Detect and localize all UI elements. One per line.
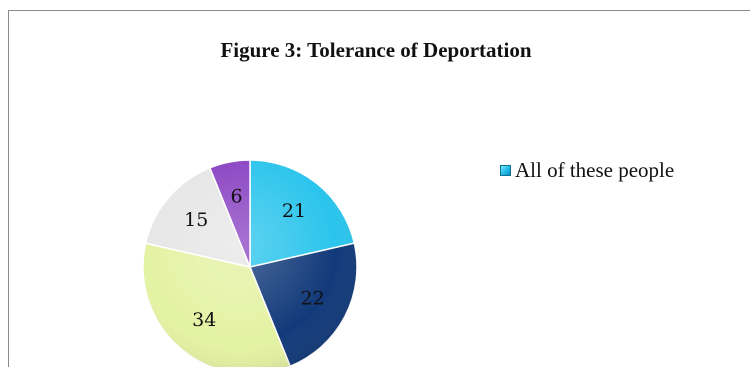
pie-label-34: 34 (192, 309, 216, 331)
pie-label-15: 15 (184, 209, 208, 231)
pie-label-21: 21 (282, 200, 306, 222)
legend-swatch (500, 165, 511, 176)
pie-labels: 21 22 34 15 6 (184, 186, 325, 331)
pie-label-22: 22 (301, 288, 325, 310)
chart-frame (8, 10, 750, 367)
legend: All of these people (500, 158, 674, 183)
chart-title: Figure 3: Tolerance of Deportation (220, 38, 532, 62)
legend-entry: All of these people (515, 158, 675, 182)
pie-label-6: 6 (230, 186, 242, 208)
pie-slices (142, 159, 358, 367)
